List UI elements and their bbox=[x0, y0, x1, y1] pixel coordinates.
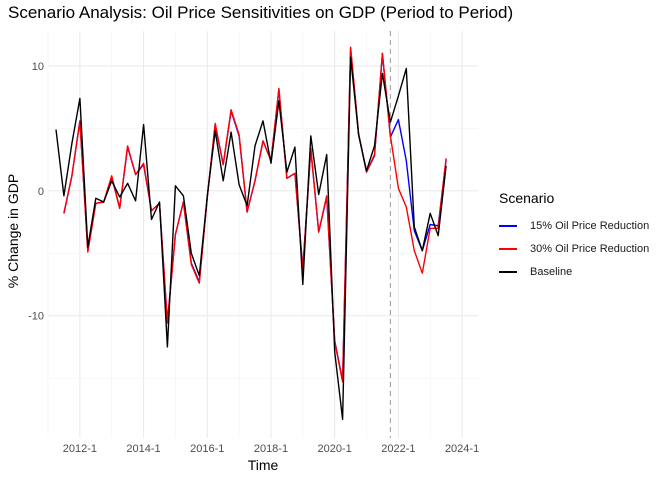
y-tick-label: 10 bbox=[32, 61, 44, 73]
series-line-30pct-reduction bbox=[63, 46, 447, 383]
legend-key-30pct bbox=[499, 247, 517, 250]
x-tick-label: 2018-1 bbox=[254, 443, 288, 455]
y-tick-label: 0 bbox=[38, 186, 44, 198]
x-axis-title: Time bbox=[248, 457, 279, 473]
grid-layer bbox=[47, 31, 478, 438]
x-tick-label: 2020-1 bbox=[318, 443, 352, 455]
legend-item-15pct: 15% Oil Price Reduction bbox=[499, 214, 649, 237]
y-axis-title: % Change in GDP bbox=[5, 174, 21, 288]
legend-label-baseline: Baseline bbox=[530, 265, 573, 278]
legend-title: Scenario bbox=[499, 190, 555, 206]
x-tick-label: 2022-1 bbox=[381, 443, 415, 455]
legend-key-15pct bbox=[499, 224, 517, 227]
chart-title: Scenario Analysis: Oil Price Sensitiviti… bbox=[8, 3, 514, 22]
x-tick-label: 2024-1 bbox=[445, 443, 479, 455]
tick-label-layer: 2012-1 2014-1 2016-1 2018-1 2020-1 2022-1 2024… bbox=[28, 61, 479, 455]
series-line-15pct-reduction bbox=[63, 47, 447, 382]
legend-key-baseline bbox=[499, 270, 517, 273]
x-tick-label: 2014-1 bbox=[126, 443, 160, 455]
legend-item-baseline: Baseline bbox=[499, 260, 649, 283]
y-tick-label: -10 bbox=[28, 311, 44, 323]
series-line-baseline bbox=[55, 56, 447, 420]
x-tick-label: 2012-1 bbox=[63, 443, 97, 455]
legend-item-30pct: 30% Oil Price Reduction bbox=[499, 237, 649, 260]
legend-label-15pct: 15% Oil Price Reduction bbox=[530, 219, 650, 232]
legend: Scenario 15% Oil Price Reduction 30% Oil… bbox=[499, 190, 649, 283]
series-layer bbox=[55, 46, 447, 420]
legend-label-30pct: 30% Oil Price Reduction bbox=[530, 242, 650, 255]
x-tick-label: 2016-1 bbox=[190, 443, 224, 455]
